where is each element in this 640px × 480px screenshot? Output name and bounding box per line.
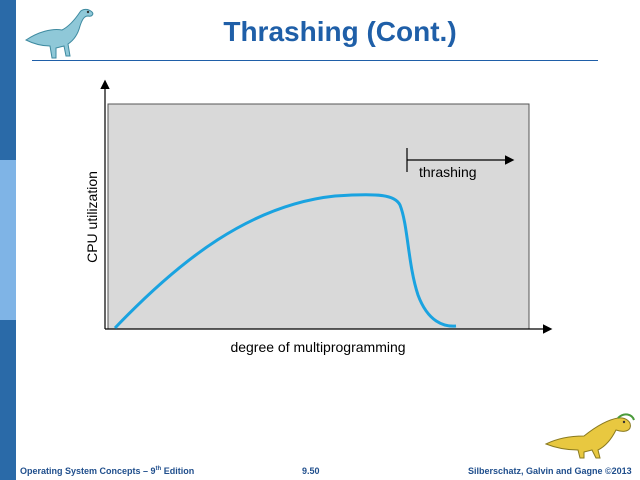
footer-book-title: Operating System Concepts – 9th Edition [20, 466, 195, 476]
thrashing-label: thrashing [419, 164, 477, 180]
footer-copyright: Silberschatz, Galvin and Gagne ©2013 [468, 466, 632, 476]
title-rule [32, 60, 598, 61]
page-title: Thrashing (Cont.) [223, 16, 457, 47]
sidebar-dark-bottom [0, 320, 16, 480]
footer-slide-number: 9.50 [302, 466, 320, 476]
cpu-utilization-curve [113, 193, 457, 330]
sidebar-bar [0, 0, 16, 480]
x-axis-label: degree of multiprogramming [230, 339, 405, 355]
dinosaur-logo-bottom-icon [544, 413, 635, 459]
sidebar-light-middle [0, 160, 16, 320]
plot-area [107, 103, 530, 330]
sidebar-dark-top [0, 0, 16, 160]
y-axis-label: CPU utilization [84, 171, 100, 263]
dinosaur-logo-top-icon [25, 8, 94, 59]
